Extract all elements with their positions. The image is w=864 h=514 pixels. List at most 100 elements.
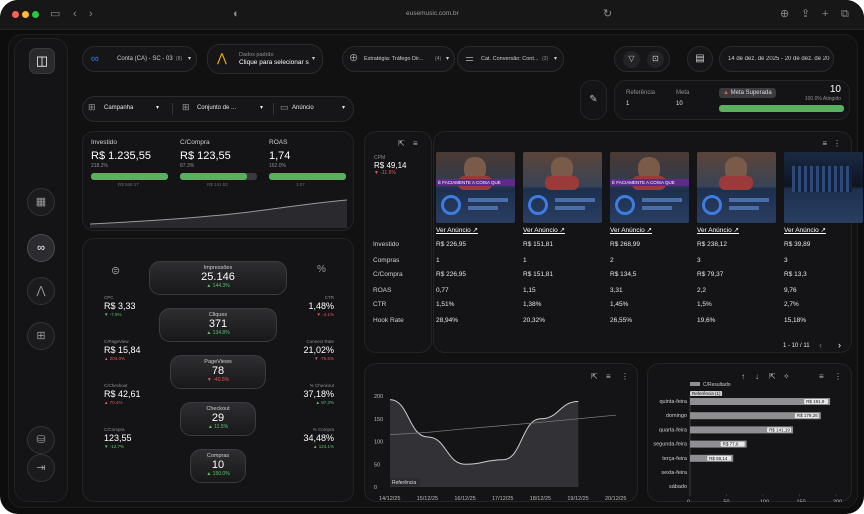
maximize-window-button[interactable] (32, 11, 39, 18)
view-ad-link[interactable]: Ver Anúncio ↗ (436, 227, 478, 234)
y-tick-label: 50 (374, 462, 380, 468)
kpi-label: C/Compra (180, 139, 210, 146)
filter-lines-icon[interactable]: ≡ (413, 139, 418, 148)
investment-sparkline (90, 199, 347, 228)
kpi-value: 1,74 (269, 150, 291, 162)
prev-page-icon[interactable]: ‹ (819, 340, 822, 350)
ad-thumbnail[interactable] (697, 152, 776, 223)
bar (690, 426, 794, 434)
minimize-window-button[interactable] (22, 11, 29, 18)
ad-thumbnail[interactable]: É FACIAMENTE A COISA QUE (436, 152, 515, 223)
funnel-left-delta: ▲ 204.0% (104, 356, 125, 361)
target-icon: ⊕ (349, 52, 359, 64)
kpi-progress-track (269, 173, 346, 180)
funnel-right-delta: ▼ -75.6% (314, 356, 334, 361)
ad-thumbnail[interactable]: É FACIAMENTE A COISA QUE (610, 152, 689, 223)
kpi-label: ROAS (269, 139, 288, 146)
line-chart: 200 150 100 50 014/12/25 15/12/25 16/12/25 17/1… (374, 394, 626, 502)
tab-overview-icon[interactable]: ⧉ (841, 8, 849, 20)
export-icon[interactable]: ⇱ (769, 372, 776, 381)
share-icon[interactable]: ⇪ (801, 8, 811, 20)
date-range-picker[interactable]: 14 de dez. de 2025 - 20 de dez. de 20 (719, 46, 834, 72)
campaign-select[interactable]: Campanha (104, 105, 134, 111)
more-options-icon[interactable]: ⋮ (834, 372, 842, 381)
download-icon[interactable]: ⊕ (780, 8, 790, 20)
funnel-left-delta: ▼ -12.7% (104, 444, 124, 449)
view-ad-link[interactable]: Ver Anúncio ↗ (697, 227, 739, 234)
filter-lines-icon[interactable]: ≡ (822, 139, 827, 148)
database-nav-icon[interactable]: ⛁ (27, 426, 55, 454)
more-options-icon[interactable]: ⋮ (833, 139, 841, 148)
close-window-button[interactable] (12, 11, 19, 18)
ad-cell: 28,94% (436, 317, 459, 324)
reference-line (389, 414, 617, 436)
sort-up-icon[interactable]: ↑ (741, 372, 745, 381)
view-ad-link[interactable]: Ver Anúncio ↗ (610, 227, 652, 234)
kpi-reference: 1.07 (296, 182, 305, 187)
kpi-label: Investido (91, 139, 118, 146)
goal-progress-fill (719, 105, 844, 112)
ad-cell: 20,32% (523, 317, 546, 324)
export-icon[interactable]: ⇱ (591, 372, 598, 381)
funnel-stage-name: Impressões (203, 265, 233, 271)
forward-icon[interactable]: › (89, 8, 93, 20)
chart-bar-shape (729, 206, 759, 210)
ad-cell: 1 (436, 257, 440, 264)
divider (172, 103, 173, 115)
sidebar-toggle-icon[interactable]: ▭ (50, 8, 61, 20)
adset-select[interactable]: Conjunto de ... (197, 105, 237, 111)
view-ad-link[interactable]: Ver Anúncio ↗ (523, 227, 565, 234)
next-page-icon[interactable]: › (838, 340, 841, 350)
new-tab-icon[interactable]: + (822, 8, 829, 20)
ad-select[interactable]: Anúncio (292, 105, 314, 111)
ad-thumbnail[interactable] (784, 152, 863, 223)
more-options-icon[interactable]: ⋮ (621, 372, 629, 381)
filter-lines-icon[interactable]: ≡ (819, 372, 824, 381)
grid-nav-icon[interactable]: ▦ (27, 188, 55, 216)
meta-nav-icon[interactable]: ∞ (27, 234, 55, 262)
x-tick-label: 18/12/25 (530, 496, 551, 502)
app-logo[interactable]: ◫ (29, 48, 55, 74)
ad-caption: É FACIAMENTE A COISA QUE (610, 179, 689, 186)
ai-icon[interactable]: ✧ (783, 372, 790, 381)
view-ad-link[interactable]: Ver Anúncio ↗ (784, 227, 826, 234)
export-icon[interactable]: ⇱ (398, 139, 405, 148)
back-icon[interactable]: ‹ (73, 8, 77, 20)
chevron-down-icon: ▾ (446, 56, 450, 62)
funnel-right-label: % Compra (312, 427, 334, 432)
privacy-shield-icon[interactable]: ◐ (233, 8, 240, 20)
ad-thumbnail[interactable] (523, 152, 602, 223)
address-bar[interactable]: eusemusic.com.br (406, 10, 459, 17)
bar-label: R$ 191,9 (806, 399, 825, 404)
logout-nav-icon[interactable]: ⇥ (27, 454, 55, 482)
reload-icon[interactable]: ↻ (603, 8, 613, 20)
filter-lines-icon[interactable]: ≡ (606, 372, 611, 381)
screen-graph-shape (792, 166, 852, 192)
account-select[interactable]: ∞ Conta (CA) - SC - 03 (8) ▾ (82, 46, 197, 72)
campaign-icon: ⊞ (88, 102, 96, 112)
google-ads-nav-icon[interactable]: ⋀ (27, 277, 55, 305)
filter-icon[interactable]: ▽ (623, 51, 640, 68)
calendar-icon[interactable]: ▤ (687, 46, 713, 72)
person-figure (551, 157, 573, 181)
bar-label-bg (707, 455, 732, 461)
ad-cell: 1,45% (610, 301, 629, 308)
funnel-stage-name: PageViews (204, 359, 232, 365)
ad-cell: 3 (697, 257, 701, 264)
chevron-down-icon: ▾ (188, 56, 192, 62)
google-ads-select[interactable]: ⋀ Dados padrão Clique para selecionar s … (207, 44, 323, 74)
ad-cell: R$ 268,99 (610, 241, 640, 248)
strategy-select[interactable]: ⊕ Estratégia: Tráfego Dir... (4) ▾ (342, 46, 455, 72)
conversion-select[interactable]: ⚌ Cat. Conversão: Cont... (3) ▾ (457, 46, 564, 72)
funnel-stage-1: Impressões 25.146 ▲ 144.3% (149, 261, 287, 295)
kpi-progress-track (180, 173, 257, 180)
cpm-card: ⇱ ≡ CPM R$ 49,14 ▼ -11.6% (364, 131, 432, 353)
funnel-stage-value: 78 (211, 365, 225, 377)
save-icon[interactable]: ⊡ (647, 51, 664, 68)
goal-edit-button[interactable]: ✎ (580, 80, 607, 120)
funnel-left-value: R$ 42,61 (104, 389, 141, 399)
hierarchy-nav-icon[interactable]: ⊞ (27, 322, 55, 350)
donut-chart-shape (702, 195, 722, 215)
sort-down-icon[interactable]: ↓ (755, 372, 759, 381)
legend-box (390, 478, 420, 486)
